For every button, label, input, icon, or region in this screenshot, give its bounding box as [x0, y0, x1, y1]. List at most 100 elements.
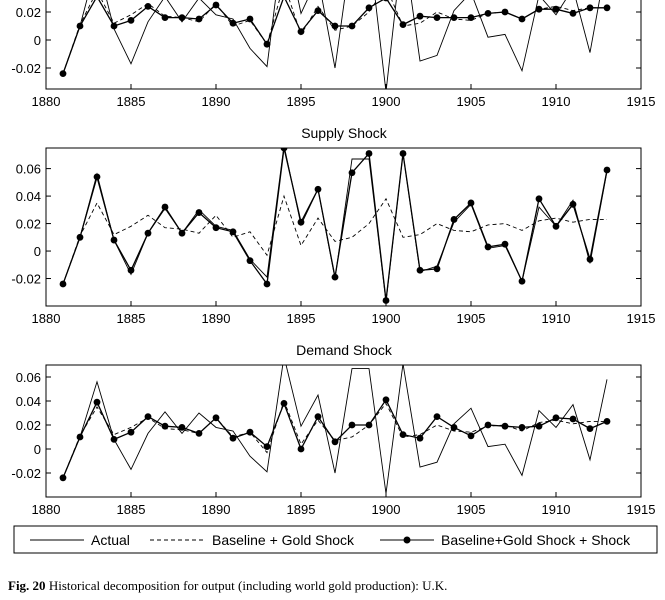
y-tick-label: 0 [34, 244, 41, 259]
data-point [467, 432, 475, 440]
x-tick-label: 1905 [457, 94, 486, 109]
data-point [212, 414, 220, 422]
x-tick-label: 1915 [627, 94, 656, 109]
data-point [93, 398, 101, 406]
y-tick-label: 0 [34, 33, 41, 48]
x-tick-label: 1915 [627, 311, 656, 326]
x-tick-label: 1905 [457, 502, 486, 517]
data-point [416, 12, 424, 20]
data-point [178, 229, 186, 237]
data-point [76, 433, 84, 441]
legend-label-baseline-gold: Baseline + Gold Shock [212, 532, 355, 548]
data-point [484, 421, 492, 429]
x-tick-label: 1900 [372, 94, 401, 109]
data-point [331, 22, 339, 30]
plot-frame [45, 364, 642, 498]
panel-supply-shock: Supply Shock -0.02 0 0.02 0.04 0.06 1880 1885 1… [11, 125, 655, 326]
data-point [314, 185, 322, 193]
x-tick-label: 1885 [117, 311, 146, 326]
series-line-baseline-gold-shock [62, 0, 607, 74]
data-point [314, 413, 322, 420]
series-line-baseline-gold-shock-shock [62, 0, 607, 74]
data-point [399, 21, 407, 28]
data-point [399, 431, 407, 438]
data-point [433, 265, 441, 273]
x-tick-label: 1910 [542, 94, 571, 109]
data-point [501, 8, 509, 16]
data-point [383, 0, 389, 2]
y-tick-label: 0.02 [16, 217, 41, 232]
data-point [127, 17, 135, 24]
data-point [127, 428, 135, 436]
data-point [76, 22, 84, 30]
data-point [229, 434, 237, 442]
data-point [59, 280, 67, 288]
data-point [161, 14, 169, 21]
data-point [161, 422, 169, 430]
y-tick-label: -0.02 [11, 466, 41, 481]
data-point [450, 424, 458, 431]
data-point [314, 7, 322, 14]
x-tick-label: 1885 [117, 94, 146, 109]
y-tick-label: -0.02 [11, 272, 41, 287]
panel-top: -0.02 0 0.02 1880 1885 1890 1895 1900 1905 1910 19… [11, 0, 655, 109]
data-point [195, 15, 203, 23]
data-point [331, 438, 339, 446]
chart-title-supply-shock: Supply Shock [301, 125, 388, 141]
data-point [212, 224, 220, 232]
data-point [263, 280, 271, 288]
data-point [110, 236, 118, 244]
data-point [399, 150, 407, 157]
caption-label: Fig. 20 [8, 578, 46, 593]
data-point [263, 443, 271, 450]
data-point [603, 166, 611, 174]
data-point [59, 70, 67, 77]
x-tick-label: 1900 [372, 311, 401, 326]
data-point [603, 4, 611, 12]
data-point [586, 255, 594, 263]
x-tick-label: 1915 [627, 502, 656, 517]
data-point [110, 22, 118, 30]
data-point [416, 434, 424, 442]
data-point [535, 5, 543, 13]
data-point [569, 200, 577, 208]
x-tick-label: 1890 [202, 502, 231, 517]
x-tick-label: 1880 [32, 502, 61, 517]
data-point [518, 424, 526, 431]
data-point [484, 243, 492, 251]
data-point [382, 396, 390, 404]
data-point [76, 233, 84, 241]
data-point [348, 22, 356, 30]
data-point [229, 19, 237, 27]
x-tick-label: 1910 [542, 502, 571, 517]
data-point [178, 424, 186, 431]
data-point [195, 430, 203, 437]
x-tick-label: 1880 [32, 311, 61, 326]
series-line-actual [62, 365, 608, 494]
data-point [110, 436, 118, 443]
data-point [365, 4, 373, 12]
data-point [535, 422, 543, 430]
data-point [518, 15, 526, 23]
data-point [535, 195, 543, 203]
y-tick-label: 0.06 [16, 162, 41, 177]
y-tick-label: 0.04 [16, 394, 41, 409]
legend-label-baseline-gold-shock: Baseline+Gold Shock + Shock [441, 532, 631, 548]
data-point [501, 422, 509, 430]
series-line-baseline-gold-shock [62, 194, 607, 285]
data-point [552, 5, 560, 13]
panel-demand-shock: Demand Shock -0.02 0 0.02 0.04 0.06 1880 1885 1… [11, 342, 655, 517]
data-point [365, 421, 373, 429]
figure: -0.02 0 0.02 1880 1885 1890 1895 1900 1905 1910 19… [11, 0, 658, 554]
data-point [280, 400, 288, 407]
legend-marker-baseline-gold-shock [403, 536, 411, 544]
y-tick-label: 0 [34, 442, 41, 457]
data-point [450, 14, 458, 21]
data-point [195, 209, 203, 216]
caption-text: Historical decomposition for output (inc… [48, 578, 448, 593]
data-point [144, 413, 152, 420]
data-point [93, 173, 101, 181]
x-tick-label: 1905 [457, 311, 486, 326]
data-point [348, 421, 356, 429]
data-point [297, 445, 305, 453]
